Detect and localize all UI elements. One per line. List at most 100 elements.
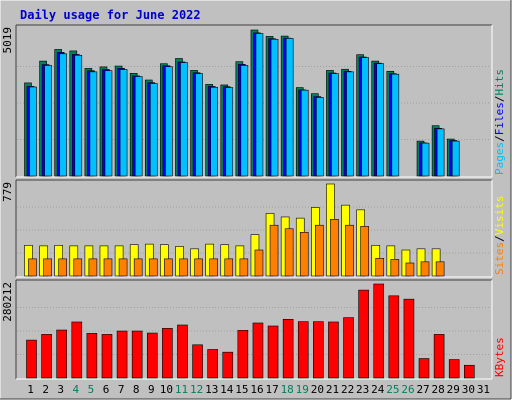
bar-sites-day-11: [179, 258, 188, 277]
bar-kbytes-day-24: [373, 283, 385, 379]
bar-pages-day-17: [270, 38, 279, 177]
bar-kbytes-day-15: [237, 330, 249, 379]
x-tick-label: 28: [432, 383, 445, 396]
bar-sites-day-8: [133, 258, 143, 277]
x-tick-label: 2: [42, 383, 49, 396]
bar-sites-day-24: [375, 257, 385, 277]
x-axis-labels: 1 2 3 4 5 6 7 8 9 10 11 12 13 14 15 16 17 18 19 20 21 22 23 24 2…: [27, 383, 490, 396]
bar-pages-day-22: [346, 71, 354, 177]
bar-pages-day-7: [119, 69, 128, 177]
bar-kbytes-day-29: [448, 359, 460, 379]
svg-text:KBytes: KBytes: [493, 337, 506, 377]
panel-visits-sites: 779 Sites/Visits: [1, 179, 506, 278]
svg-text:Sites/Visits: Sites/Visits: [493, 196, 506, 276]
bar-kbytes-day-1: [26, 339, 37, 379]
bar-pages-day-19: [300, 89, 309, 177]
x-tick-label: 21: [326, 383, 339, 396]
bar-kbytes-day-3: [56, 329, 67, 379]
x-tick-label: 30: [462, 383, 475, 396]
chart-title: Daily usage for June 2022: [20, 8, 201, 22]
bar-kbytes-day-18: [282, 318, 294, 379]
bar-kbytes-day-13: [207, 349, 218, 379]
x-tick-label: 8: [133, 383, 140, 396]
legend-hits-files-pages: Pages/Files/Hits: [493, 69, 506, 175]
bar-kbytes-day-11: [177, 324, 188, 379]
bar-pages-day-16: [255, 33, 264, 177]
x-tick-label: 5: [88, 383, 95, 396]
bar-pages-day-11: [180, 62, 188, 177]
x-tick-label: 9: [148, 383, 155, 396]
bar-kbytes-day-28: [433, 334, 445, 379]
bar-kbytes-day-30: [464, 364, 475, 379]
x-tick-label: 23: [356, 383, 369, 396]
x-tick-label: 11: [175, 383, 188, 396]
bar-sites-day-15: [239, 258, 249, 277]
bar-pages-day-24: [376, 63, 385, 177]
x-tick-label: 4: [73, 383, 80, 396]
x-tick-label: 19: [296, 383, 309, 396]
bars-kbytes: [26, 283, 475, 379]
bar-sites-day-12: [194, 258, 203, 277]
legend-files: Files: [493, 102, 506, 135]
bar-kbytes-day-5: [86, 333, 98, 379]
bar-kbytes-day-25: [388, 295, 400, 379]
legend-kbytes: KBytes: [493, 337, 506, 377]
x-tick-label: 31: [477, 383, 490, 396]
bar-sites-day-25: [390, 259, 400, 277]
bar-kbytes-day-2: [41, 334, 52, 379]
legend-sites: Sites: [493, 242, 506, 275]
legend-visits: Visits: [493, 196, 506, 236]
bar-kbytes-day-27: [418, 358, 430, 379]
bar-sites-day-17: [269, 224, 279, 277]
bar-pages-day-20: [316, 97, 324, 177]
legend-pages: Pages: [493, 142, 506, 175]
bar-sites-day-23: [360, 226, 369, 277]
bar-sites-day-9: [148, 258, 158, 277]
bar-pages-day-25: [391, 73, 400, 177]
panel-hits-files-pages: 5019 Pages/Files/Hits: [1, 24, 506, 178]
x-tick-label: 15: [235, 383, 248, 396]
bar-pages-day-3: [59, 53, 67, 177]
bar-pages-day-18: [285, 38, 294, 177]
bar-kbytes-day-19: [297, 321, 309, 379]
x-tick-label: 24: [371, 383, 385, 396]
x-tick-label: 29: [447, 383, 460, 396]
panel-kbytes: 280212 KBytes: [1, 279, 506, 380]
bar-pages-day-5: [89, 71, 98, 177]
bar-kbytes-day-22: [343, 317, 354, 379]
bar-kbytes-day-16: [252, 322, 264, 379]
x-tick-label: 6: [103, 383, 110, 396]
bar-pages-day-13: [210, 86, 218, 177]
x-tick-label: 20: [311, 383, 324, 396]
bar-sites-day-16: [254, 249, 264, 277]
bar-sites-day-13: [209, 258, 218, 277]
x-tick-label: 22: [341, 383, 354, 396]
bar-sites-day-4: [73, 258, 83, 277]
bar-kbytes-day-7: [116, 330, 128, 379]
bars-visits-sites: [24, 183, 445, 277]
x-tick-label: 26: [401, 383, 414, 396]
bar-pages-day-6: [104, 70, 113, 177]
bar-pages-day-15: [240, 65, 249, 177]
x-tick-label: 10: [160, 383, 173, 396]
bar-pages-day-28: [436, 128, 445, 177]
bar-kbytes-day-23: [358, 289, 369, 379]
legend-hits: Hits: [493, 69, 506, 96]
x-tick-label: 27: [416, 383, 429, 396]
bar-sites-day-18: [284, 228, 294, 277]
bar-kbytes-day-9: [146, 332, 158, 379]
x-tick-label: 7: [118, 383, 125, 396]
axis-max-label-hits-files-pages: 5019: [1, 27, 14, 54]
chart-panels: 5019 Pages/Files/Hits 779 Sites/Visits 28021…: [1, 24, 506, 380]
bar-pages-day-1: [29, 86, 37, 177]
bar-kbytes-day-4: [71, 321, 83, 379]
bars-hits-files-pages: [24, 29, 460, 177]
bar-sites-day-1: [28, 258, 37, 277]
bar-sites-day-2: [43, 258, 52, 277]
x-tick-label: 1: [27, 383, 34, 396]
bar-kbytes-day-6: [101, 334, 113, 379]
bar-kbytes-day-8: [131, 330, 143, 379]
bar-sites-day-10: [164, 258, 173, 277]
